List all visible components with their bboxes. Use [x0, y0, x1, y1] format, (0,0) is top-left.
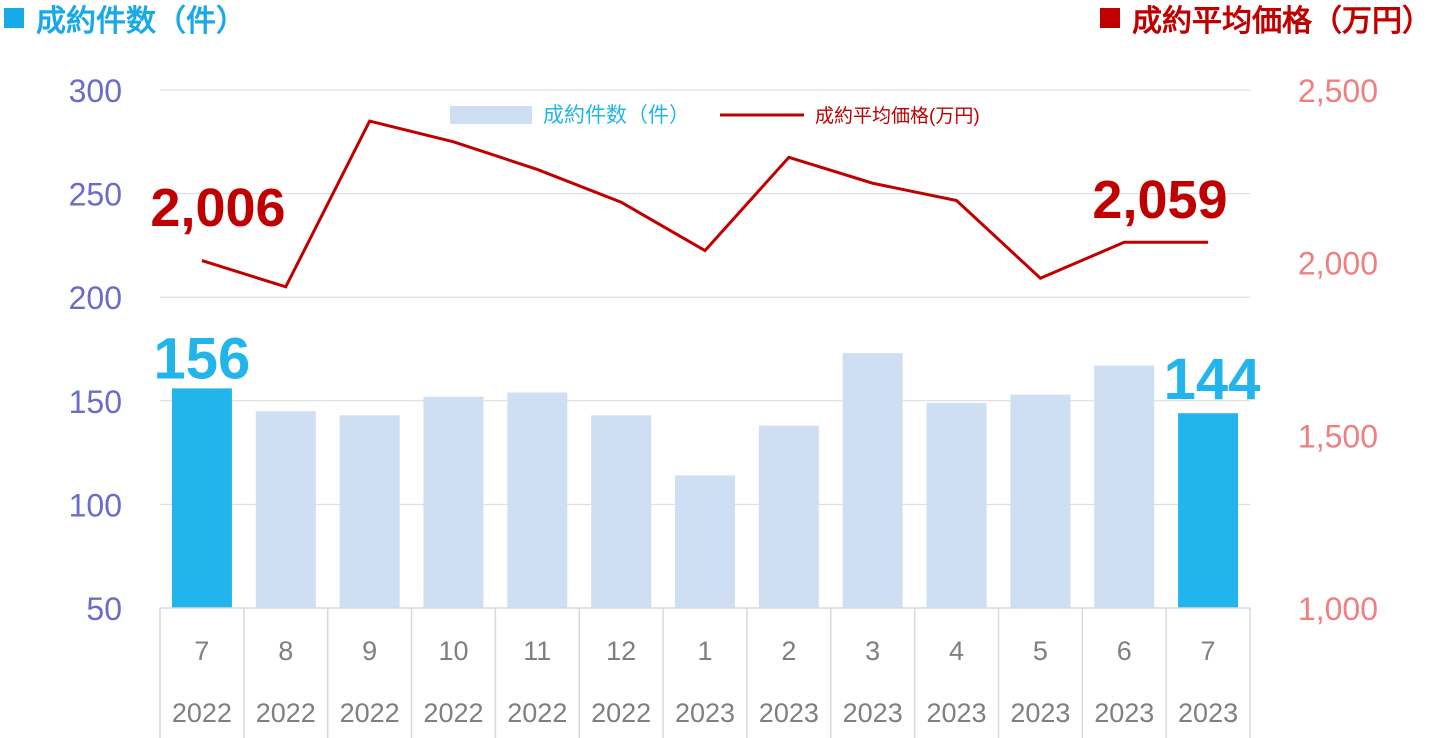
- year-tick-label: 2023: [926, 698, 986, 728]
- month-tick-label: 12: [606, 636, 636, 666]
- right-axis-title: 成約平均価格（万円）: [1100, 2, 1432, 42]
- right-axis-tick-label: 2,500: [1298, 73, 1378, 109]
- bar: [507, 392, 568, 608]
- price-line: [201, 119, 1209, 289]
- year-tick-label: 2023: [1010, 698, 1070, 728]
- right-axis-tick-label: 2,000: [1298, 246, 1378, 282]
- month-tick-label: 5: [1033, 636, 1048, 666]
- bar: [1010, 394, 1071, 608]
- left-axis-tick-label: 250: [69, 177, 122, 213]
- bar: [1094, 365, 1155, 608]
- bar: [1178, 413, 1239, 608]
- right-axis-title-text: 成約平均価格（万円）: [1132, 4, 1432, 39]
- first-price-data-label: 2,006: [150, 178, 285, 238]
- year-tick-label: 2022: [423, 698, 483, 728]
- bar: [926, 402, 987, 608]
- bar: [339, 415, 400, 608]
- bar: [758, 425, 819, 608]
- last-bar-data-label: 144: [1164, 347, 1261, 412]
- line-series-square-icon: [1100, 8, 1120, 28]
- year-tick-label: 2023: [675, 698, 735, 728]
- right-axis-tick-label: 1,000: [1298, 591, 1378, 627]
- bar: [171, 388, 232, 608]
- bar: [423, 396, 484, 608]
- left-axis-title: 成約件数（件）: [4, 2, 246, 42]
- month-tick-label: 8: [278, 636, 293, 666]
- left-axis-tick-label: 50: [86, 591, 122, 627]
- month-tick-label: 7: [1201, 636, 1216, 666]
- month-tick-label: 4: [949, 636, 964, 666]
- month-tick-label: 3: [865, 636, 880, 666]
- year-tick-label: 2023: [1178, 698, 1238, 728]
- year-tick-label: 2023: [843, 698, 903, 728]
- year-tick-label: 2022: [256, 698, 316, 728]
- year-tick-label: 2022: [340, 698, 400, 728]
- legend-line-label: 成約平均価格(万円): [815, 105, 980, 127]
- month-tick-label: 9: [362, 636, 377, 666]
- month-tick-label: 2: [781, 636, 796, 666]
- month-tick-label: 1: [697, 636, 712, 666]
- legend-bar-label: 成約件数（件）: [543, 104, 690, 127]
- month-tick-label: 7: [194, 636, 209, 666]
- month-tick-label: 10: [438, 636, 468, 666]
- first-bar-data-label: 156: [154, 326, 251, 391]
- bar: [675, 475, 735, 608]
- year-tick-label: 2023: [759, 698, 819, 728]
- left-axis-tick-label: 200: [69, 280, 122, 316]
- last-price-data-label: 2,059: [1092, 170, 1227, 230]
- year-tick-label: 2023: [1094, 698, 1154, 728]
- bar-series-square-icon: [4, 8, 24, 28]
- left-axis-tick-label: 150: [69, 384, 122, 420]
- year-tick-label: 2022: [507, 698, 567, 728]
- year-tick-label: 2022: [591, 698, 651, 728]
- bar: [255, 411, 316, 608]
- bar: [591, 415, 652, 608]
- legend-bar-swatch: [450, 106, 532, 124]
- left-axis-title-text: 成約件数（件）: [36, 4, 246, 39]
- right-axis-tick-label: 1,500: [1298, 418, 1378, 454]
- month-tick-label: 11: [523, 636, 551, 666]
- left-axis-tick-label: 100: [69, 487, 122, 523]
- year-tick-label: 2022: [172, 698, 232, 728]
- month-tick-label: 6: [1117, 636, 1132, 666]
- left-axis-tick-label: 300: [69, 73, 122, 109]
- bar: [842, 353, 903, 608]
